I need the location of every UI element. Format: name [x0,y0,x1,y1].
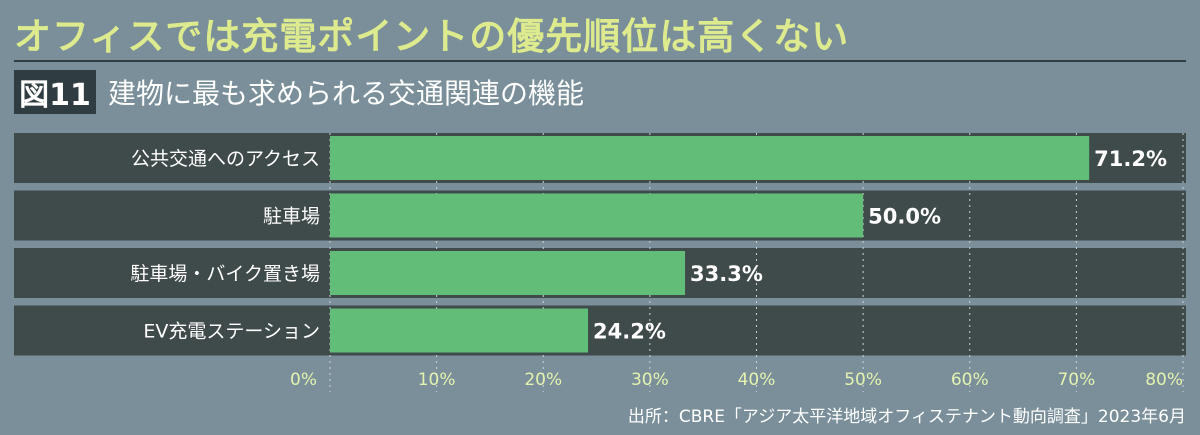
x-tick-label: 80% [1145,370,1183,390]
x-tick-label: 40% [738,370,776,390]
x-tick-label: 10% [418,370,456,390]
headline-divider [14,60,1186,62]
bar [330,136,1090,180]
value-label: 33.3% [690,262,763,286]
category-label: EV充電ステーション [143,321,320,343]
x-tick-label: 70% [1057,370,1095,390]
x-tick-label: 50% [844,370,882,390]
x-tick-label: 0% [290,370,317,390]
category-label: 駐車場・バイク置き場 [130,263,320,285]
category-label: 駐車場 [263,206,320,228]
value-label: 71.2% [1094,147,1167,171]
bar [330,308,589,353]
source-note: 出所：CBRE「アジア太平洋地域オフィステナント動向調査」2023年6月 [627,407,1186,427]
bar [330,251,686,295]
x-tick-label: 30% [631,370,669,390]
x-tick-label: 60% [951,370,989,390]
bar [330,193,864,238]
headline: オフィスでは充電ポイントの優先順位は高くない [14,15,850,58]
figure-label: 図11 [14,70,96,114]
row-band [14,305,1186,356]
x-tick-label: 20% [524,370,562,390]
value-label: 24.2% [593,320,666,344]
category-label: 公共交通へのアクセス [131,148,320,170]
figure-title: 建物に最も求められる交通関連の機能 [108,77,585,110]
value-label: 50.0% [868,205,941,229]
